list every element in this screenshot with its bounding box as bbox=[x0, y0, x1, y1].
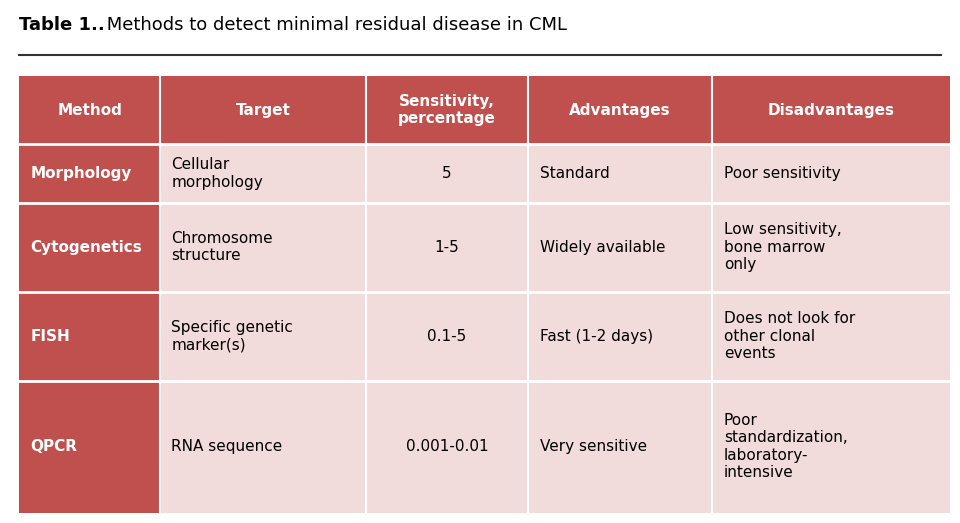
FancyBboxPatch shape bbox=[528, 381, 712, 513]
FancyBboxPatch shape bbox=[366, 203, 528, 292]
Text: Widely available: Widely available bbox=[540, 240, 665, 255]
Text: Target: Target bbox=[235, 103, 290, 118]
FancyBboxPatch shape bbox=[366, 292, 528, 381]
FancyBboxPatch shape bbox=[19, 292, 160, 381]
Text: Specific genetic
marker(s): Specific genetic marker(s) bbox=[172, 320, 294, 353]
FancyBboxPatch shape bbox=[712, 144, 950, 203]
FancyBboxPatch shape bbox=[19, 203, 160, 292]
FancyBboxPatch shape bbox=[528, 292, 712, 381]
FancyBboxPatch shape bbox=[366, 76, 528, 144]
FancyBboxPatch shape bbox=[712, 292, 950, 381]
Text: Fast (1-2 days): Fast (1-2 days) bbox=[540, 328, 653, 344]
Text: Standard: Standard bbox=[540, 166, 610, 181]
Text: FISH: FISH bbox=[31, 328, 70, 344]
FancyBboxPatch shape bbox=[160, 144, 366, 203]
Text: 5: 5 bbox=[443, 166, 452, 181]
Text: Very sensitive: Very sensitive bbox=[540, 439, 647, 454]
FancyBboxPatch shape bbox=[19, 144, 160, 203]
FancyBboxPatch shape bbox=[528, 76, 712, 144]
Text: Table 1..: Table 1.. bbox=[19, 16, 105, 33]
FancyBboxPatch shape bbox=[712, 203, 950, 292]
FancyBboxPatch shape bbox=[712, 381, 950, 513]
Text: QPCR: QPCR bbox=[31, 439, 78, 454]
FancyBboxPatch shape bbox=[712, 76, 950, 144]
Text: Morphology: Morphology bbox=[31, 166, 132, 181]
Text: 0.001-0.01: 0.001-0.01 bbox=[405, 439, 489, 454]
FancyBboxPatch shape bbox=[160, 203, 366, 292]
FancyBboxPatch shape bbox=[160, 381, 366, 513]
Text: Chromosome
structure: Chromosome structure bbox=[172, 231, 273, 264]
FancyBboxPatch shape bbox=[160, 292, 366, 381]
FancyBboxPatch shape bbox=[160, 76, 366, 144]
FancyBboxPatch shape bbox=[528, 144, 712, 203]
Text: Advantages: Advantages bbox=[569, 103, 671, 118]
FancyBboxPatch shape bbox=[19, 381, 160, 513]
Text: 0.1-5: 0.1-5 bbox=[427, 328, 467, 344]
Text: Cellular
morphology: Cellular morphology bbox=[172, 157, 263, 190]
Text: Does not look for
other clonal
events: Does not look for other clonal events bbox=[724, 311, 855, 361]
Text: Method: Method bbox=[58, 103, 122, 118]
Text: Low sensitivity,
bone marrow
only: Low sensitivity, bone marrow only bbox=[724, 222, 842, 272]
Text: Methods to detect minimal residual disease in CML: Methods to detect minimal residual disea… bbox=[101, 16, 566, 33]
Text: RNA sequence: RNA sequence bbox=[172, 439, 283, 454]
FancyBboxPatch shape bbox=[19, 76, 160, 144]
Text: Poor sensitivity: Poor sensitivity bbox=[724, 166, 840, 181]
Text: 1-5: 1-5 bbox=[435, 240, 459, 255]
FancyBboxPatch shape bbox=[366, 144, 528, 203]
FancyBboxPatch shape bbox=[528, 203, 712, 292]
Text: Cytogenetics: Cytogenetics bbox=[31, 240, 142, 255]
Text: Disadvantages: Disadvantages bbox=[768, 103, 895, 118]
Text: Poor
standardization,
laboratory-
intensive: Poor standardization, laboratory- intens… bbox=[724, 413, 848, 480]
Text: Sensitivity,
percentage: Sensitivity, percentage bbox=[398, 94, 495, 127]
FancyBboxPatch shape bbox=[366, 381, 528, 513]
